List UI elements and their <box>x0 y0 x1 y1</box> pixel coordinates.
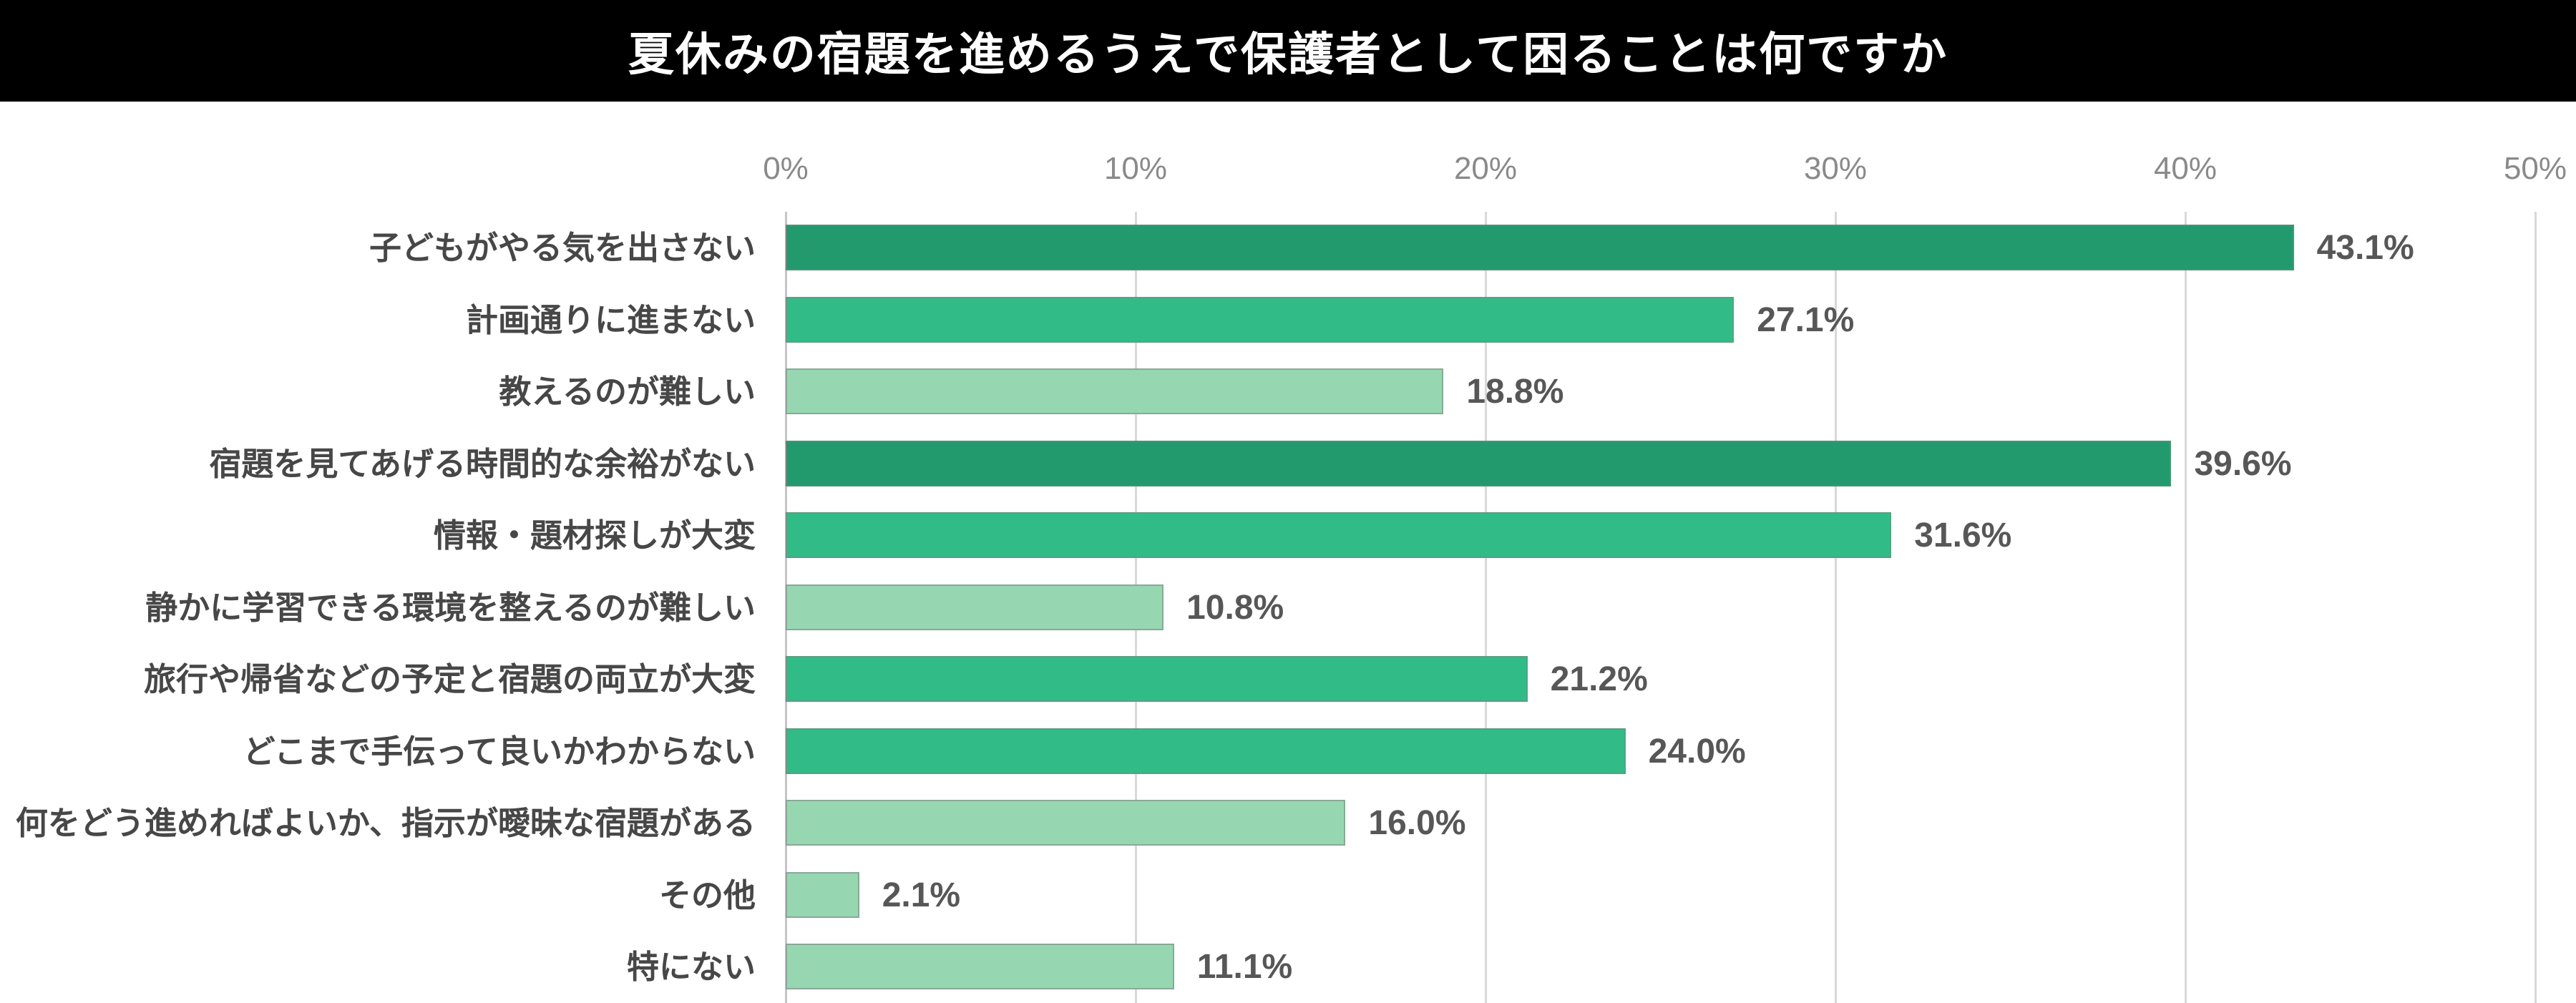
bar-row: 子どもがやる気を出さない 43.1% <box>0 212 2576 284</box>
x-axis-tick: 20% <box>1453 151 1518 186</box>
value-label: 24.0% <box>1648 732 1746 770</box>
gridline <box>2184 212 2187 1003</box>
category-label: 静かに学習できる環境を整えるのが難しい <box>145 589 756 626</box>
bar <box>786 368 1444 414</box>
category-label: どこまで手伝って良いかわからない <box>243 733 756 770</box>
value-label: 18.8% <box>1466 373 1564 411</box>
bar-row: 何をどう進めればよいか、指示が曖昧な宿題がある 16.0% <box>0 787 2576 859</box>
value-label: 2.1% <box>882 876 961 914</box>
x-axis-tick: 30% <box>1803 151 1868 186</box>
bar-row: 情報・題材探しが大変 31.6% <box>0 499 2576 572</box>
bar <box>786 584 1164 630</box>
bar <box>786 225 2294 270</box>
category-label: 情報・題材探しが大変 <box>433 517 756 554</box>
value-label: 16.0% <box>1368 804 1466 842</box>
bar <box>786 656 1528 702</box>
bar <box>786 871 859 918</box>
value-label: 27.1% <box>1757 300 1855 339</box>
bar-row: 宿題を見てあげる時間的な余裕がない 39.6% <box>0 428 2576 500</box>
bar-row: 教えるのが難しい 18.8% <box>0 356 2576 428</box>
category-label: その他 <box>658 876 756 914</box>
bar <box>786 728 1626 774</box>
bar <box>786 296 1735 343</box>
x-axis-tick: 0% <box>763 151 809 186</box>
x-axis-tick: 40% <box>2153 151 2218 186</box>
bar-row: その他 2.1% <box>0 859 2576 931</box>
bar-row: 旅行や帰省などの予定と宿題の両立が大変 21.2% <box>0 643 2576 715</box>
category-label: 旅行や帰省などの予定と宿題の両立が大変 <box>143 661 756 698</box>
title-bar: 夏休みの宿題を進めるうえで保護者として困ることは何ですか <box>0 0 2576 102</box>
gridline <box>1834 212 1837 1003</box>
category-label: 宿題を見てあげる時間的な余裕がない <box>209 445 756 482</box>
category-label: 何をどう進めればよいか、指示が曖昧な宿題がある <box>15 805 756 841</box>
bar <box>786 512 1892 558</box>
x-axis-tick: 50% <box>2503 151 2567 186</box>
plot-area: 0% 10% 20% 30% 40% 50% 子どもがやる気を出さない 43.1% 計画通りに進… <box>0 102 2576 1003</box>
category-label: 計画通りに進まない <box>465 301 756 338</box>
bar <box>786 800 1346 846</box>
category-label: 教えるのが難しい <box>499 373 756 410</box>
value-label: 43.1% <box>2316 229 2414 267</box>
value-label: 10.8% <box>1186 588 1284 627</box>
bar-row: 特にない 11.1% <box>0 931 2576 1003</box>
bar-row: どこまで手伝って良いかわからない 24.0% <box>0 715 2576 788</box>
bar <box>786 944 1174 989</box>
bar-row: 静かに学習できる環境を整えるのが難しい 10.8% <box>0 572 2576 644</box>
gridline <box>1484 212 1487 1003</box>
x-axis-tick: 10% <box>1103 151 1168 186</box>
bar <box>786 440 2172 486</box>
value-label: 11.1% <box>1196 948 1293 986</box>
bar-row: 計画通りに進まない 27.1% <box>0 284 2576 356</box>
category-label: 子どもがやる気を出さない <box>369 230 756 266</box>
value-label: 21.2% <box>1550 660 1648 698</box>
value-label: 39.6% <box>2194 444 2292 483</box>
category-label: 特にない <box>626 949 756 985</box>
value-label: 31.6% <box>1914 517 2012 554</box>
chart-title: 夏休みの宿題を進めるうえで保護者として困ることは何ですか <box>628 29 1948 80</box>
gridline <box>2534 212 2537 1003</box>
